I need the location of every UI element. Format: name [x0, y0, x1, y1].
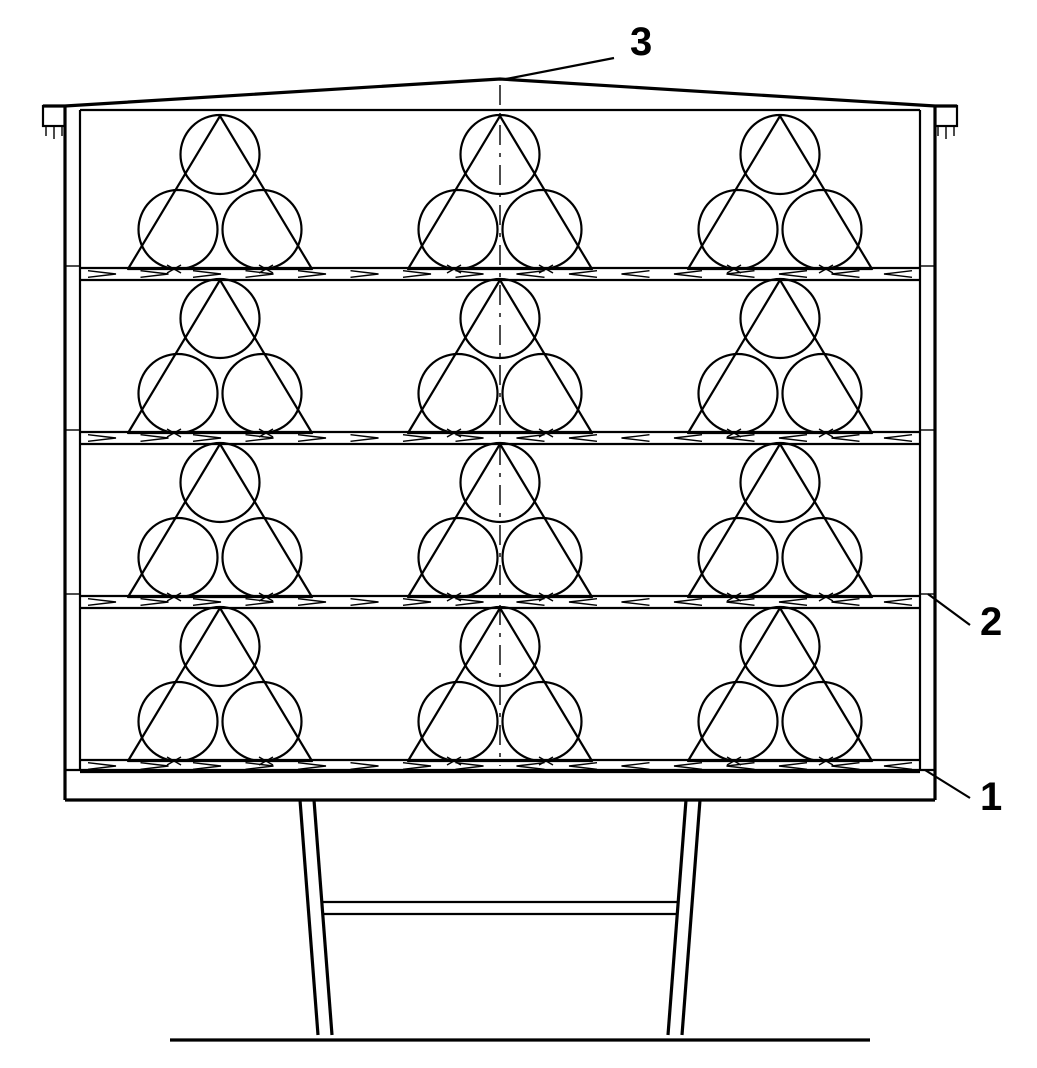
callout-1: 1	[980, 775, 1002, 819]
callout-3: 3	[630, 20, 652, 64]
callout-2: 2	[980, 600, 1002, 644]
patent-figure-svg: 3 2 1	[0, 0, 1037, 1068]
